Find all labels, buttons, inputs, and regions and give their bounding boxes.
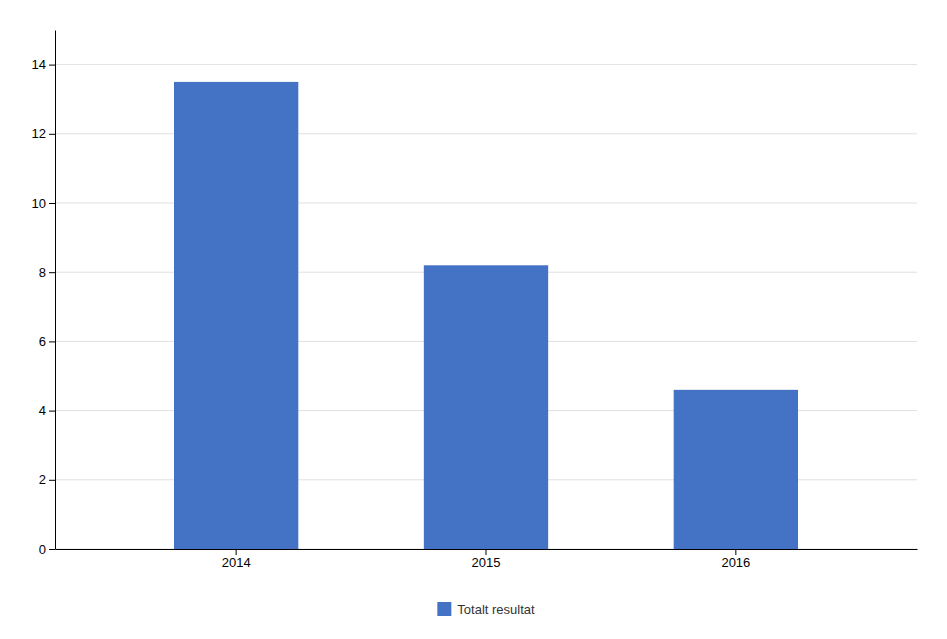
bar: [174, 82, 298, 549]
y-tick-mark: [49, 203, 55, 204]
y-tick-label: 10: [32, 196, 46, 211]
x-tick-label: 2016: [721, 555, 750, 570]
grid-line: [55, 64, 917, 65]
legend-item: Totalt resultat: [437, 602, 535, 617]
y-tick: 12: [32, 126, 55, 141]
bars: [174, 82, 798, 549]
x-tick-mark: [486, 549, 487, 555]
y-tick-label: 4: [39, 403, 46, 418]
y-axis: 0 2 4 6 8 10 12 14: [32, 31, 56, 557]
y-tick: 0: [39, 542, 55, 557]
y-tick-label: 2: [39, 472, 46, 487]
x-tick-label: 2014: [222, 555, 251, 570]
y-tick-mark: [49, 341, 55, 342]
y-axis-line: [55, 31, 56, 550]
y-tick-label: 14: [32, 57, 46, 72]
y-tick-mark: [49, 549, 55, 550]
x-tick-label: 2015: [472, 555, 501, 570]
y-tick-mark: [49, 65, 55, 66]
x-tick: 2014: [222, 549, 251, 570]
y-tick-mark: [49, 272, 55, 273]
chart-container: 2014 2015 2016 0 2 4 6 8 10 12 14 Totalt resultat: [0, 0, 947, 639]
x-axis: 2014 2015 2016: [56, 549, 918, 570]
x-tick-mark: [735, 549, 736, 555]
y-tick: 14: [32, 57, 55, 72]
legend: Totalt resultat: [437, 602, 535, 617]
x-tick: 2015: [472, 549, 501, 570]
y-tick-label: 8: [39, 265, 46, 280]
y-tick: 4: [39, 403, 55, 418]
y-tick-label: 6: [39, 334, 46, 349]
y-tick-label: 0: [39, 542, 46, 557]
bar: [424, 265, 548, 549]
chart: 2014 2015 2016 0 2 4 6 8 10 12 14 Totalt resultat: [0, 0, 947, 639]
y-tick: 8: [39, 265, 55, 280]
y-tick-mark: [49, 411, 55, 412]
y-tick: 10: [32, 196, 55, 211]
bar: [674, 390, 798, 549]
legend-label: Totalt resultat: [457, 602, 535, 617]
y-tick-mark: [49, 480, 55, 481]
y-tick: 6: [39, 334, 55, 349]
y-tick-mark: [49, 134, 55, 135]
y-tick-label: 12: [32, 126, 46, 141]
plot: 2014 2015 2016 0 2 4 6 8 10 12 14: [32, 31, 918, 571]
x-tick-mark: [236, 549, 237, 555]
y-tick: 2: [39, 472, 55, 487]
x-tick: 2016: [721, 549, 750, 570]
grid: [55, 65, 917, 549]
legend-swatch: [437, 602, 451, 616]
